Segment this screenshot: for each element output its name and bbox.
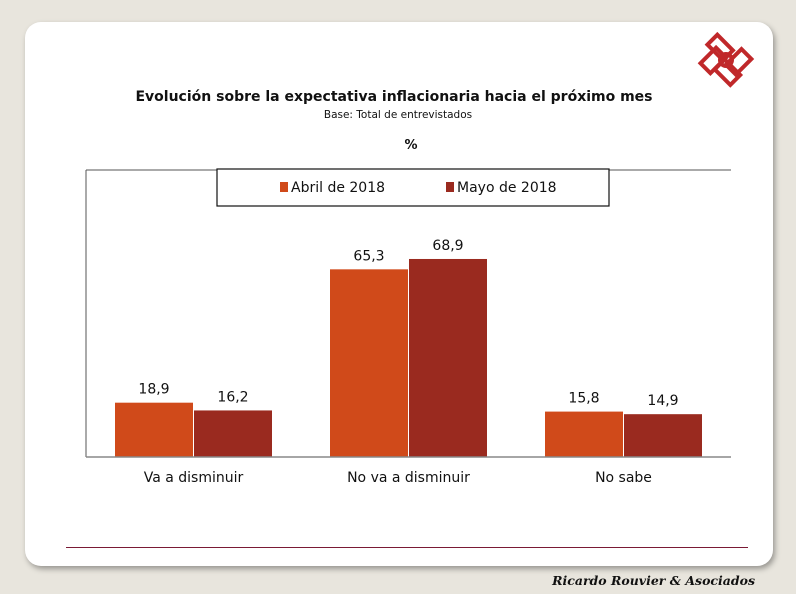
data-label: 65,3 [353,248,384,264]
bar-mayo [194,410,272,457]
chart-subtitle: Base: Total de entrevistados [323,109,473,121]
company-logo [697,31,755,88]
chart-title: Evolución sobre la expectativa inflacion… [135,89,653,105]
legend-label: Mayo de 2018 [457,180,557,196]
category-label: No sabe [595,470,652,486]
legend-label: Abril de 2018 [291,180,385,196]
data-label: 15,8 [568,391,599,407]
bar-abril [115,402,193,457]
bar-abril [545,411,623,457]
footer-company: Ricardo Rouvier & Asociados [552,573,755,588]
category-label: Va a disminuir [144,470,244,486]
data-label: 68,9 [432,238,463,254]
bar-mayo [409,258,487,457]
footer-divider [66,547,748,548]
chart-unit: % [404,138,418,153]
data-label: 16,2 [217,389,248,405]
legend-swatch [446,182,454,192]
legend-swatch [280,182,288,192]
data-label: 14,9 [647,393,678,409]
bar-mayo [624,414,702,457]
bar-abril [330,269,408,457]
category-label: No va a disminuir [347,470,470,486]
data-label: 18,9 [138,382,169,398]
